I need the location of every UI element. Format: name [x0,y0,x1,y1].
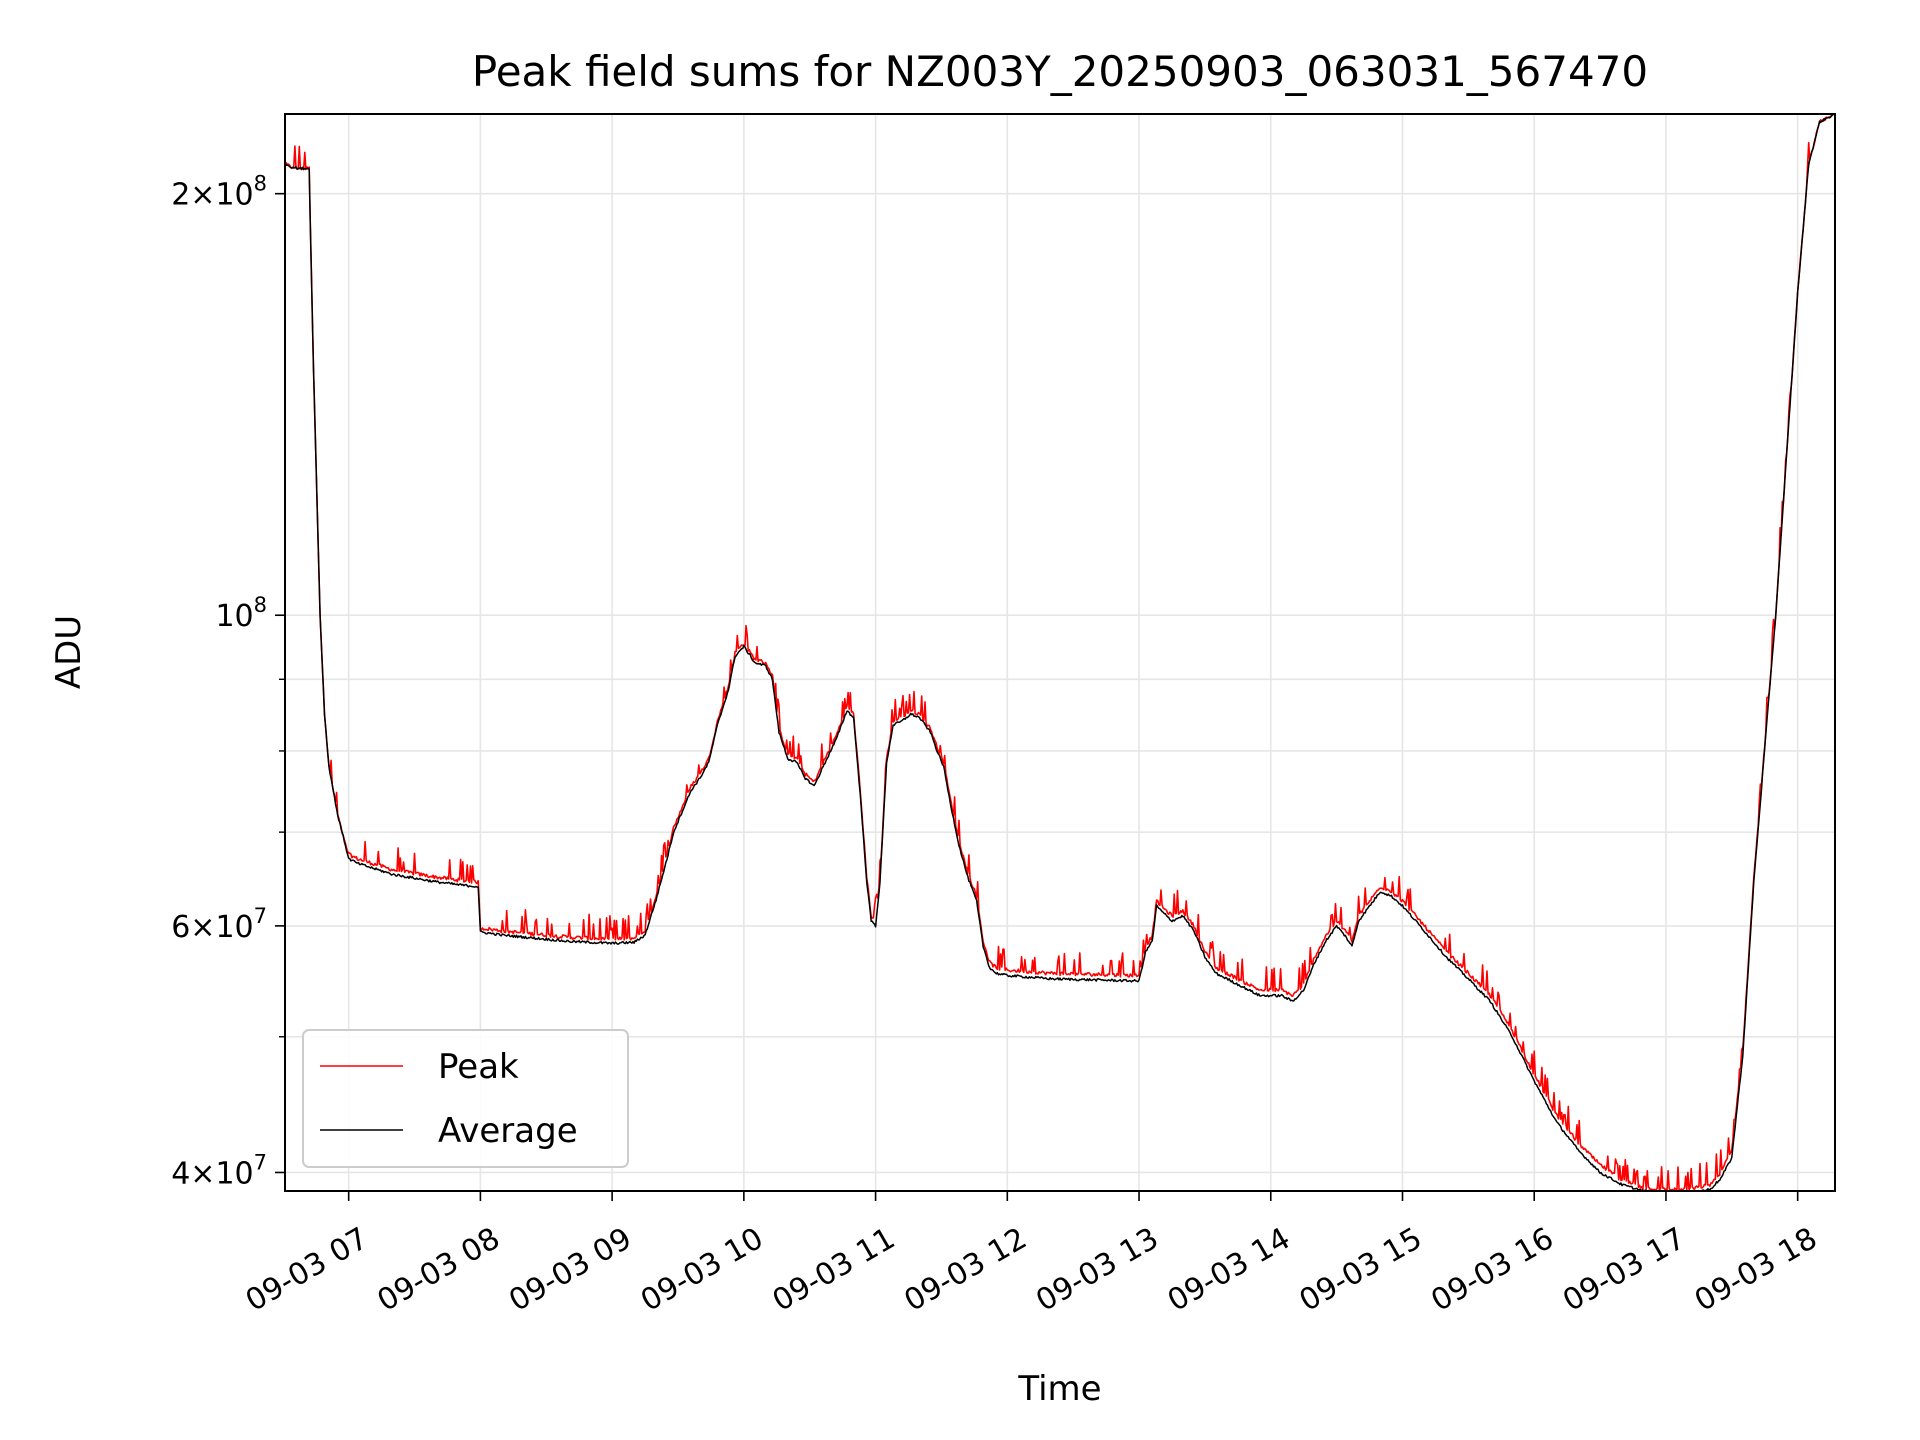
y-tick-label: 4×107 [171,1150,267,1191]
y-axis: 4×107 6×107 108 2×108 [171,172,285,1191]
series-line-peak [285,114,1835,1191]
legend-box [302,1029,629,1168]
y-tick-label: 108 [215,593,267,634]
chart-legend: Peak Average [302,1029,629,1168]
series-layer [285,114,1835,1191]
y-tick-label: 2×108 [171,172,267,213]
legend-label-average: Average [438,1111,578,1151]
y-axis-label: ADU [49,615,89,689]
y-tick-label: 6×107 [171,904,267,945]
plot-area-frame [284,113,1836,1192]
x-axis-label: Time [1017,1369,1101,1409]
chart-title: Peak field sums for NZ003Y_20250903_0630… [472,47,1648,96]
series-line-average [285,114,1835,1191]
legend-label-peak: Peak [438,1047,519,1087]
